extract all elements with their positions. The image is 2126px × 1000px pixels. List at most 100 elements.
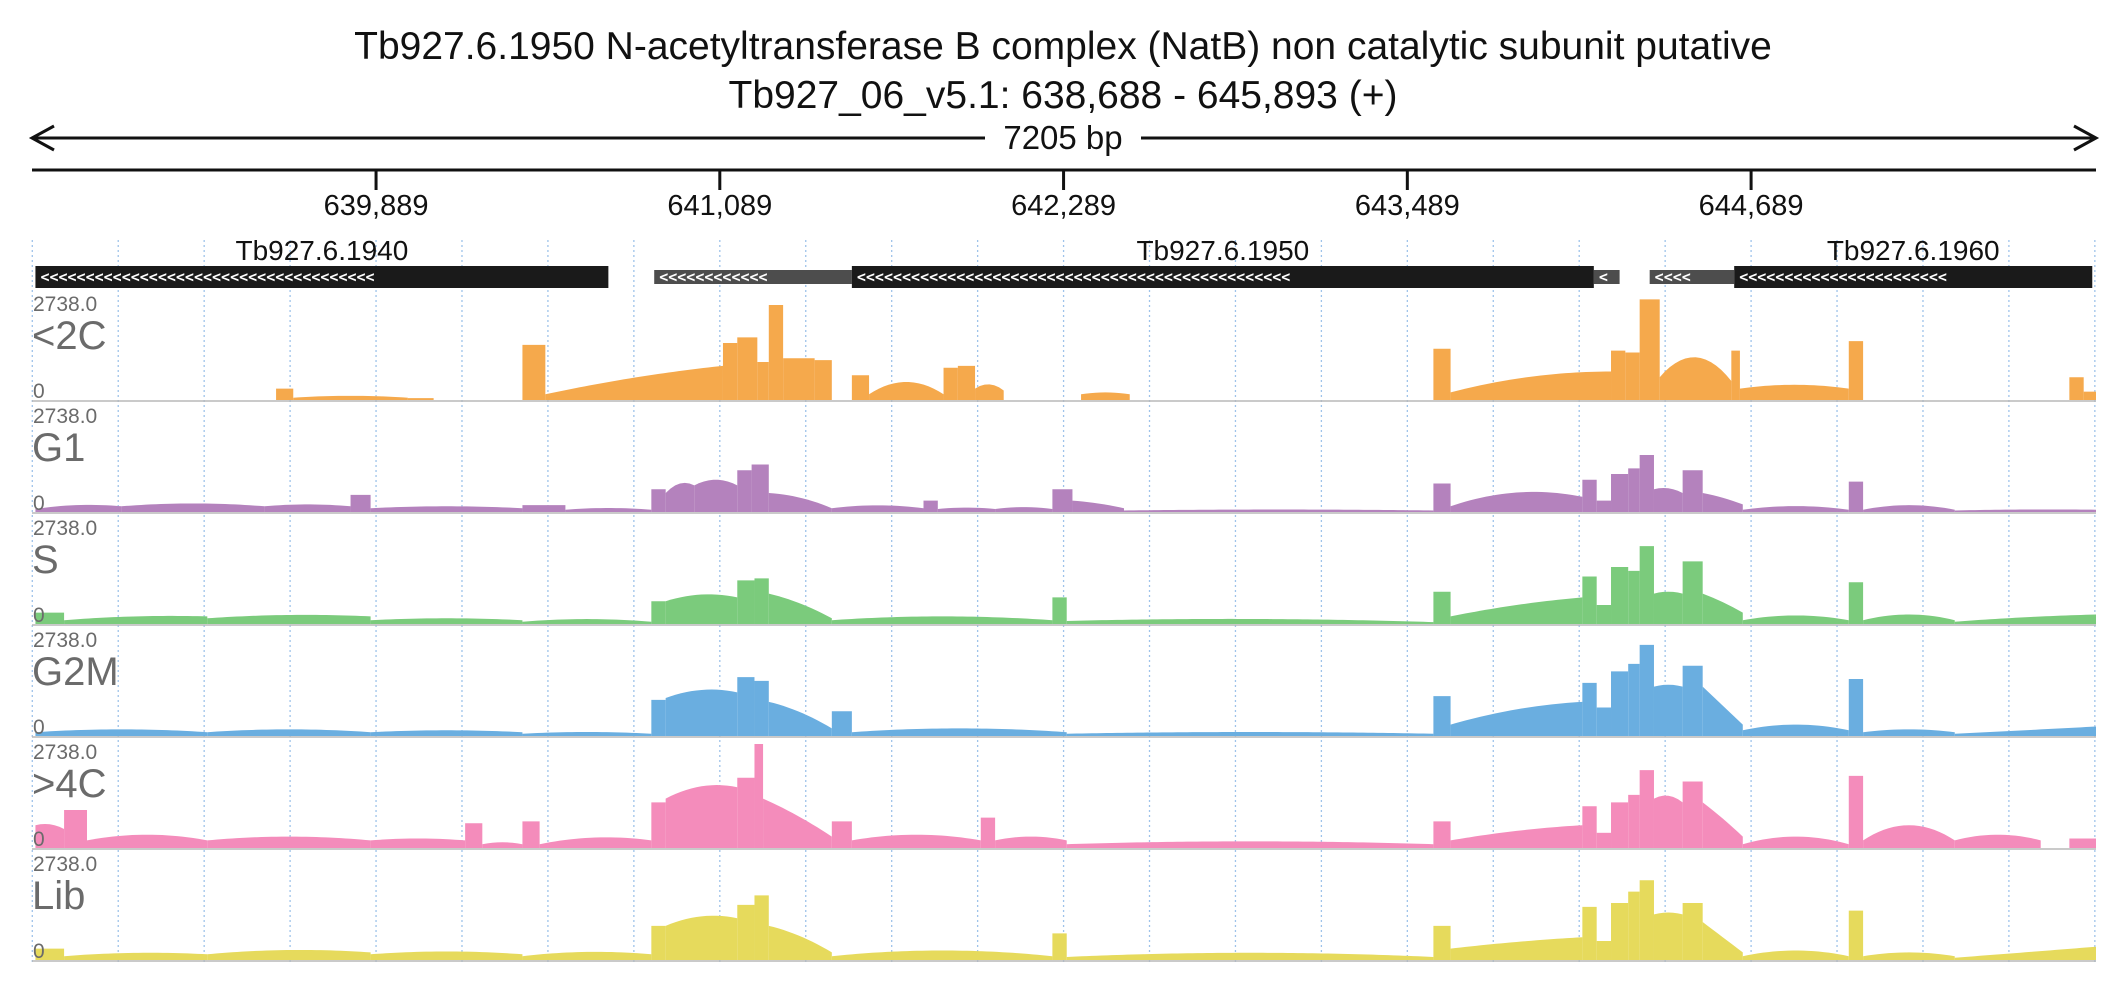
track-name-label: <2C: [32, 314, 107, 358]
coverage-segment: [1596, 832, 1612, 848]
coverage-segment: [1742, 836, 1849, 848]
arrowhead-left: [28, 124, 55, 152]
coverage-segment: [1052, 933, 1067, 960]
coverage-segment: [751, 464, 769, 512]
track-ymin-label: 0: [33, 492, 45, 515]
coverage-segment: [1653, 684, 1683, 736]
coverage-track: 2738.0 0 >4C: [32, 741, 2096, 851]
coverage-segment: [943, 367, 958, 400]
track-ymax-label: 2738.0: [33, 629, 97, 652]
tick-label: 642,289: [1011, 190, 1116, 222]
coverage-segment: [763, 798, 832, 848]
coverage-segment: [768, 701, 832, 736]
gene-body: [35, 266, 609, 288]
coverage-segment: [1639, 546, 1654, 624]
coverage-segment: [1659, 357, 1732, 400]
coverage-segment: [522, 344, 546, 400]
coverage-segment: [1052, 489, 1073, 512]
coverage-segment: [754, 578, 769, 624]
coverage-segment: [1682, 903, 1703, 960]
tick-label: 641,089: [667, 190, 772, 222]
coverage-segment: [64, 810, 88, 848]
coverage-segment: [370, 730, 523, 736]
strand-chevrons: <<<<<<<<<<<<<<<<<<<<<<<<<<<<<<<<<<<<<<<<…: [857, 268, 1290, 286]
coverage-segment: [1433, 591, 1451, 624]
coverage-segment: [35, 504, 122, 512]
coverage-segment: [831, 616, 1053, 624]
coverage-segment: [35, 948, 65, 960]
strand-chevrons: <<<<<<<<<<<<<<<<<<<<<<<: [1739, 268, 1947, 286]
coverage-segment: [1596, 941, 1612, 960]
coverage-segment: [1582, 682, 1597, 736]
coverage-segment: [1628, 794, 1640, 848]
coverage-segment: [207, 836, 371, 848]
coverage-segment: [722, 343, 738, 400]
coverage-segment: [768, 493, 832, 512]
coverage-segment: [1596, 605, 1612, 624]
coverage-segment: [1682, 665, 1703, 736]
coverage-segment: [768, 925, 832, 960]
coverage-segment: [980, 817, 996, 848]
coverage-segment: [1863, 952, 1955, 960]
coverage-track: 2738.0 0 Lib: [32, 853, 2096, 963]
coverage-segment: [665, 915, 738, 960]
span-length-label: 7205 bp: [1003, 119, 1122, 156]
coverage-segment: [831, 711, 852, 736]
coverage-segment: [207, 949, 371, 960]
track-ymax-label: 2738.0: [33, 853, 97, 876]
coverage-segment: [1653, 795, 1683, 848]
arrowhead-right: [2073, 124, 2100, 152]
coverage-segment: [370, 506, 523, 512]
coverage-segment: [1682, 561, 1703, 624]
coverage-segment: [995, 507, 1053, 512]
strand-chevrons: <<<<<<<<<<<<: [659, 268, 767, 286]
chart-title: Tb927.6.1950 N-acetyltransferase B compl…: [354, 25, 1772, 68]
coverage-segment: [995, 836, 1067, 848]
coverage-segment: [1066, 618, 1434, 624]
coverage-segment: [35, 612, 65, 624]
coverage-segment: [1081, 392, 1130, 400]
coverage-segment: [1954, 834, 2041, 848]
track-ymin-label: 0: [33, 380, 45, 403]
coverage-segment: [665, 689, 738, 736]
coverage-segment: [1625, 352, 1640, 400]
coverage-segment: [851, 375, 870, 400]
coverage-segment: [665, 482, 695, 512]
coordinate-axis: 639,889 641,089 642,289 643,489 644,689: [32, 168, 2096, 222]
gene-body: [1734, 266, 2093, 288]
track-name-label: S: [32, 538, 59, 582]
strand-chevrons: <<<<<<<<<<<<<<<<<<<<<<<<<<<<<<<<<<<<<: [40, 268, 374, 286]
coverage-track: 2738.0 0 G1: [32, 405, 2096, 515]
chart-subtitle-region: Tb927_06_v5.1: 638,688 - 645,893 (+): [728, 74, 1398, 117]
coverage-segment: [1066, 841, 1434, 848]
coverage-segment: [539, 837, 652, 848]
gene-track: <<<<<<<<<<<<<<<<<<<<<<<<<<<<<<<<<<<<< Tb9…: [35, 235, 2093, 288]
track-name-label: Lib: [32, 874, 85, 918]
coverage-segment: [1702, 922, 1743, 960]
coverage-segment: [783, 358, 815, 400]
coverage-segment: [1863, 825, 1955, 848]
coverage-segment: [1450, 701, 1583, 736]
track-name-label: G2M: [32, 650, 119, 694]
coverage-segment: [35, 823, 65, 848]
coverage-segment: [350, 494, 371, 512]
coverage-segment: [207, 729, 371, 736]
coverage-track: 2738.0 0 <2C: [32, 293, 2096, 403]
coverage-segment: [1848, 679, 1864, 736]
coverage-segment: [768, 305, 784, 400]
gene-label: Tb927.6.1940: [235, 235, 408, 266]
coverage-segment: [522, 619, 652, 624]
coverage-segment: [1653, 912, 1683, 960]
coverage-segment: [1863, 729, 1955, 736]
coverage-segment: [651, 802, 666, 848]
coverage-segment: [651, 601, 666, 624]
coverage-segment: [1433, 696, 1451, 736]
coverage-segment: [665, 594, 738, 624]
coverage-segment: [768, 593, 832, 624]
coverage-segment: [264, 504, 351, 512]
coverage-segment: [1742, 950, 1849, 960]
coverage-segment: [1052, 597, 1067, 624]
coverage-segment: [1639, 880, 1654, 960]
coverage-segment: [64, 952, 208, 960]
coverage-segment: [1124, 509, 1434, 512]
